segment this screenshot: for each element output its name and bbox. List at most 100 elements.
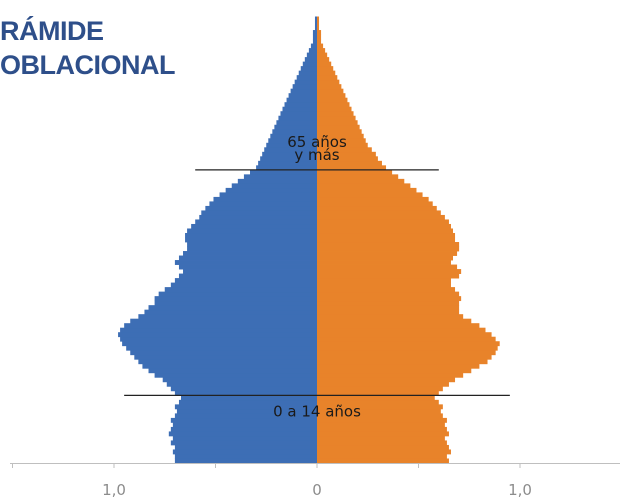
left-bar (262, 151, 317, 157)
x-axis: 1,0 0 1,0 (10, 463, 620, 499)
right-bar (317, 43, 324, 49)
left-bar (250, 169, 317, 175)
right-bar (317, 332, 492, 338)
right-bar (317, 102, 350, 108)
left-bar (130, 350, 317, 356)
right-bar (317, 39, 322, 44)
right-bar (317, 25, 320, 31)
right-bar (317, 372, 464, 378)
right-bar (317, 192, 423, 198)
left-bar (138, 359, 317, 365)
left-bar (148, 305, 317, 311)
left-bar (168, 431, 317, 437)
right-bar (317, 156, 378, 162)
left-bar (304, 57, 317, 63)
left-bar (120, 327, 317, 333)
right-bar (317, 66, 334, 72)
left-bar (148, 368, 317, 374)
right-bar (317, 318, 472, 324)
left-bar (260, 156, 317, 162)
left-bar (278, 115, 317, 121)
left-series-bars (118, 16, 318, 464)
right-bar (317, 201, 433, 207)
left-bar (134, 354, 317, 360)
right-bar (317, 196, 429, 202)
right-bar (317, 413, 443, 419)
right-bar (317, 142, 368, 148)
left-bar (302, 61, 317, 67)
right-bar (317, 61, 332, 67)
left-bar (205, 205, 317, 211)
right-bar (317, 115, 356, 121)
left-bar (166, 381, 317, 387)
right-bar (317, 210, 441, 216)
left-bar (191, 223, 317, 229)
right-bar (317, 205, 437, 211)
left-bar (280, 111, 317, 117)
left-bar (118, 332, 317, 338)
right-bar (317, 359, 488, 365)
left-bar (256, 165, 317, 171)
right-bar (317, 363, 480, 369)
right-bar (317, 300, 460, 306)
left-bar (237, 178, 317, 184)
left-bar (199, 214, 317, 220)
right-bar (317, 246, 460, 252)
left-bar (174, 390, 317, 396)
right-bar (317, 214, 445, 220)
left-bar (162, 377, 317, 383)
right-bar (317, 111, 354, 117)
right-bar (317, 160, 382, 166)
right-bar (317, 327, 486, 333)
right-bar (317, 287, 456, 293)
left-bar (195, 219, 317, 225)
left-bar (258, 160, 317, 166)
right-bar (317, 449, 451, 455)
left-bar (170, 440, 317, 446)
left-bar (270, 133, 317, 139)
right-bar (317, 354, 492, 360)
left-bar (314, 25, 317, 31)
left-bar (209, 201, 317, 207)
right-bar (317, 151, 376, 157)
left-bar (312, 34, 317, 40)
right-bar (317, 417, 447, 423)
right-bar (317, 120, 358, 126)
right-bar (317, 323, 480, 329)
right-bar (317, 395, 435, 401)
right-bar (317, 223, 451, 229)
right-bar (317, 147, 372, 153)
left-bar (274, 124, 317, 130)
right-bar (317, 106, 352, 112)
right-bar (317, 232, 456, 238)
right-bar (317, 237, 456, 243)
left-bar (180, 395, 317, 401)
left-bar (187, 228, 317, 234)
left-bar (286, 97, 317, 103)
annotation-label: y más (294, 146, 339, 164)
right-bar (317, 178, 405, 184)
left-bar (154, 372, 317, 378)
left-bar (174, 444, 317, 450)
right-bar (317, 70, 336, 76)
left-bar (154, 296, 317, 302)
left-bar (126, 345, 318, 351)
left-bar (174, 458, 317, 464)
right-bar (317, 341, 500, 347)
right-bar (317, 305, 460, 311)
right-bar (317, 431, 449, 437)
right-bar (317, 422, 445, 428)
right-bar (317, 377, 456, 383)
right-bar (317, 296, 462, 302)
right-bar (317, 381, 449, 387)
right-bar (317, 129, 362, 135)
left-bar (174, 260, 317, 265)
right-bar (317, 133, 364, 139)
left-bar (300, 66, 317, 72)
right-bar (317, 79, 340, 85)
x-tick-label: 0 (312, 481, 322, 499)
left-bar (187, 242, 317, 247)
left-bar (185, 232, 317, 238)
left-bar (296, 75, 317, 81)
